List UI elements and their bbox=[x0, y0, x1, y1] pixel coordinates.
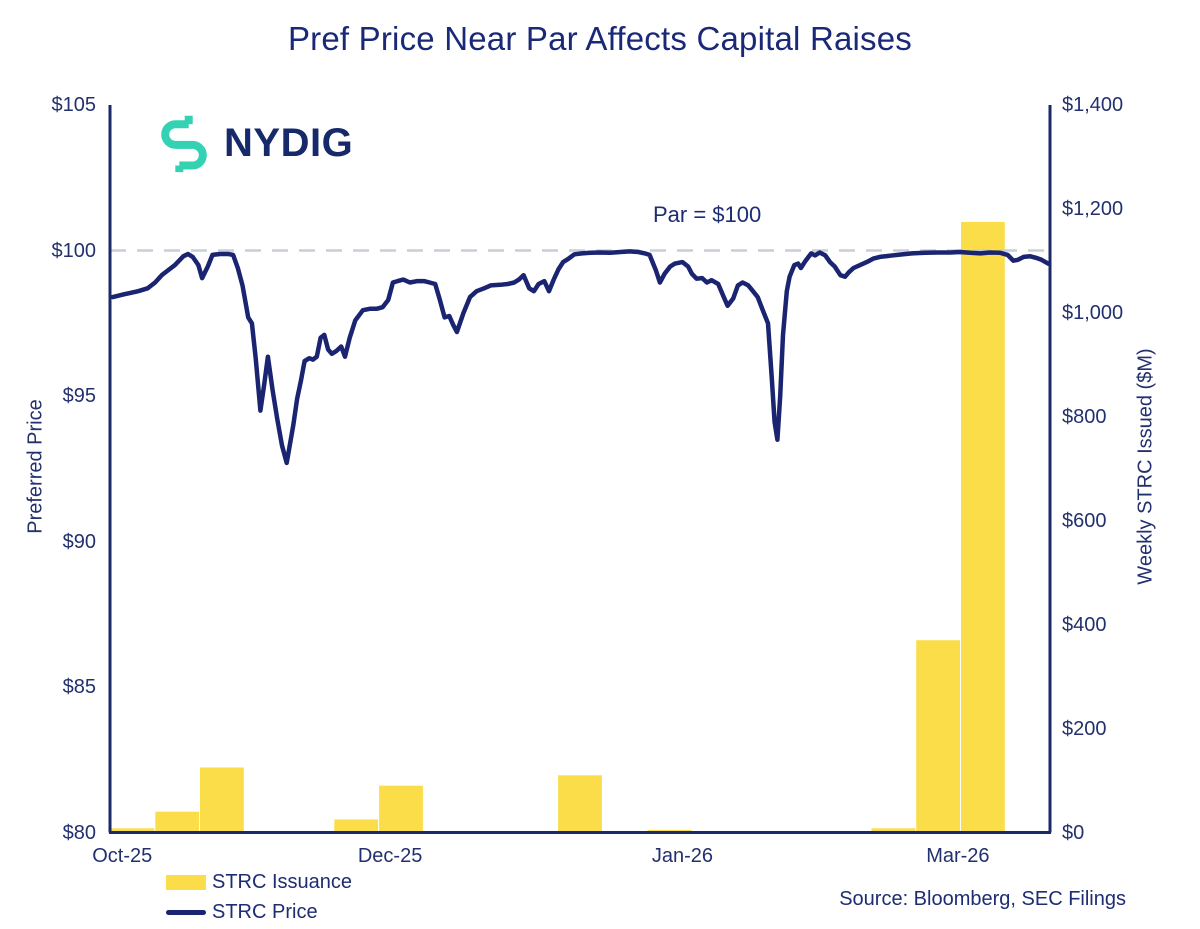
left-axis-title: Preferred Price bbox=[24, 399, 47, 534]
nydig-logo-text: NYDIG bbox=[224, 120, 354, 165]
issuance-swatch bbox=[166, 875, 206, 890]
right-axis-title: Weekly STRC Issued ($M) bbox=[1134, 348, 1157, 585]
left-axis-tick: $105 bbox=[51, 94, 97, 116]
nydig-logo-icon bbox=[153, 112, 215, 174]
x-axis-tick: Mar-26 bbox=[926, 845, 990, 867]
price-line bbox=[110, 249, 1051, 466]
left-axis-tick: $90 bbox=[62, 530, 96, 553]
right-axis-tick: $200 bbox=[1062, 717, 1107, 740]
right-axis-tick: $1,200 bbox=[1062, 197, 1124, 220]
x-axis-tick: Jan-26 bbox=[651, 845, 714, 867]
issuance-bar bbox=[200, 767, 244, 833]
issuance-bar bbox=[961, 221, 1005, 833]
issuance-bar bbox=[110, 828, 155, 833]
issuance-bar bbox=[334, 819, 379, 833]
right-axis-tick: $600 bbox=[1062, 509, 1107, 532]
right-axis-tick: $1,400 bbox=[1062, 94, 1124, 116]
price-swatch bbox=[166, 910, 206, 915]
par-annotation: Par = $100 bbox=[653, 202, 762, 227]
right-axis-tick: $800 bbox=[1062, 405, 1107, 428]
issuance-bar bbox=[916, 640, 960, 833]
chart-title: Pref Price Near Par Affects Capital Rais… bbox=[287, 20, 913, 57]
nydig-logo: NYDIG bbox=[153, 112, 353, 174]
issuance-bar bbox=[379, 785, 423, 833]
left-axis-tick: $85 bbox=[62, 676, 96, 698]
legend-item-price: STRC Price bbox=[166, 901, 352, 924]
left-axis-tick: $100 bbox=[51, 239, 97, 262]
legend: STRC Issuance STRC Price bbox=[166, 871, 352, 924]
x-axis-tick: Oct-25 bbox=[92, 845, 153, 867]
legend-item-issuance: STRC Issuance bbox=[166, 871, 352, 894]
issuance-bar bbox=[558, 775, 602, 833]
left-axis-tick: $95 bbox=[62, 385, 96, 407]
source-note: Source: Bloomberg, SEC Filings bbox=[839, 888, 1126, 910]
issuance-bar bbox=[871, 828, 916, 833]
left-axis-tick: $80 bbox=[62, 821, 96, 844]
right-axis-tick: $0 bbox=[1062, 821, 1085, 844]
right-axis-tick: $400 bbox=[1062, 613, 1107, 636]
legend-label-price: STRC Price bbox=[212, 901, 318, 923]
legend-label-issuance: STRC Issuance bbox=[212, 871, 353, 893]
x-axis-tick: Dec-25 bbox=[357, 845, 423, 867]
right-axis-tick: $1,000 bbox=[1062, 301, 1124, 324]
issuance-bar bbox=[155, 811, 200, 833]
